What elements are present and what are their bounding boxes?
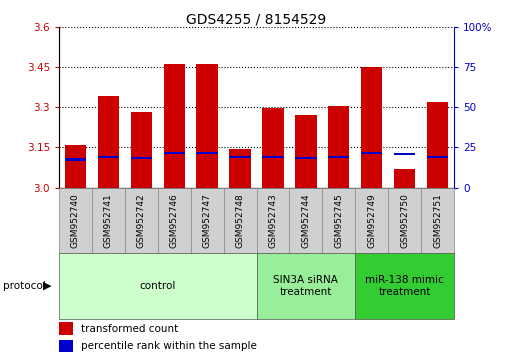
Text: GSM952747: GSM952747 bbox=[203, 193, 212, 248]
Bar bbox=[131, 113, 152, 188]
Bar bbox=[262, 156, 284, 158]
Bar bbox=[361, 67, 382, 188]
Text: control: control bbox=[140, 281, 176, 291]
Bar bbox=[229, 156, 251, 158]
Bar bbox=[229, 149, 251, 188]
Text: protocol: protocol bbox=[3, 281, 45, 291]
Bar bbox=[191, 188, 224, 253]
Bar bbox=[427, 102, 448, 188]
Bar bbox=[394, 169, 416, 188]
Bar bbox=[295, 115, 317, 188]
Bar bbox=[328, 106, 349, 188]
Text: SIN3A siRNA
treatment: SIN3A siRNA treatment bbox=[273, 275, 338, 297]
Bar bbox=[164, 64, 185, 188]
Bar bbox=[59, 188, 92, 253]
Bar bbox=[256, 188, 289, 253]
Text: percentile rank within the sample: percentile rank within the sample bbox=[81, 341, 256, 351]
Bar bbox=[289, 188, 322, 253]
Bar bbox=[196, 64, 218, 188]
Bar bbox=[224, 188, 256, 253]
Bar bbox=[394, 153, 416, 155]
Text: ▶: ▶ bbox=[44, 281, 52, 291]
Bar bbox=[97, 96, 119, 188]
Bar bbox=[388, 188, 421, 253]
Bar bbox=[131, 157, 152, 159]
Bar bbox=[125, 188, 158, 253]
Bar bbox=[65, 158, 86, 160]
Bar bbox=[427, 156, 448, 158]
Bar bbox=[328, 156, 349, 158]
Bar bbox=[59, 322, 73, 335]
Text: GSM952744: GSM952744 bbox=[301, 193, 310, 248]
Bar bbox=[196, 152, 218, 154]
Text: GSM952746: GSM952746 bbox=[170, 193, 179, 248]
Text: GDS4255 / 8154529: GDS4255 / 8154529 bbox=[186, 12, 327, 27]
Bar bbox=[361, 152, 382, 154]
Text: GSM952749: GSM952749 bbox=[367, 193, 376, 248]
Text: GSM952751: GSM952751 bbox=[433, 193, 442, 248]
Bar bbox=[65, 145, 86, 188]
Text: GSM952741: GSM952741 bbox=[104, 193, 113, 248]
Text: GSM952742: GSM952742 bbox=[137, 193, 146, 248]
Bar bbox=[355, 188, 388, 253]
Text: GSM952745: GSM952745 bbox=[334, 193, 343, 248]
Bar bbox=[256, 253, 355, 319]
Text: GSM952743: GSM952743 bbox=[268, 193, 278, 248]
Text: GSM952740: GSM952740 bbox=[71, 193, 80, 248]
Bar bbox=[295, 157, 317, 159]
Bar bbox=[421, 188, 454, 253]
Bar bbox=[158, 188, 191, 253]
Bar bbox=[92, 188, 125, 253]
Bar bbox=[59, 340, 73, 352]
Text: GSM952748: GSM952748 bbox=[235, 193, 245, 248]
Bar bbox=[355, 253, 454, 319]
Bar bbox=[59, 253, 256, 319]
Bar bbox=[97, 156, 119, 158]
Text: GSM952750: GSM952750 bbox=[400, 193, 409, 248]
Bar bbox=[262, 108, 284, 188]
Bar bbox=[322, 188, 355, 253]
Text: miR-138 mimic
treatment: miR-138 mimic treatment bbox=[365, 275, 444, 297]
Text: transformed count: transformed count bbox=[81, 324, 178, 333]
Bar bbox=[164, 152, 185, 154]
